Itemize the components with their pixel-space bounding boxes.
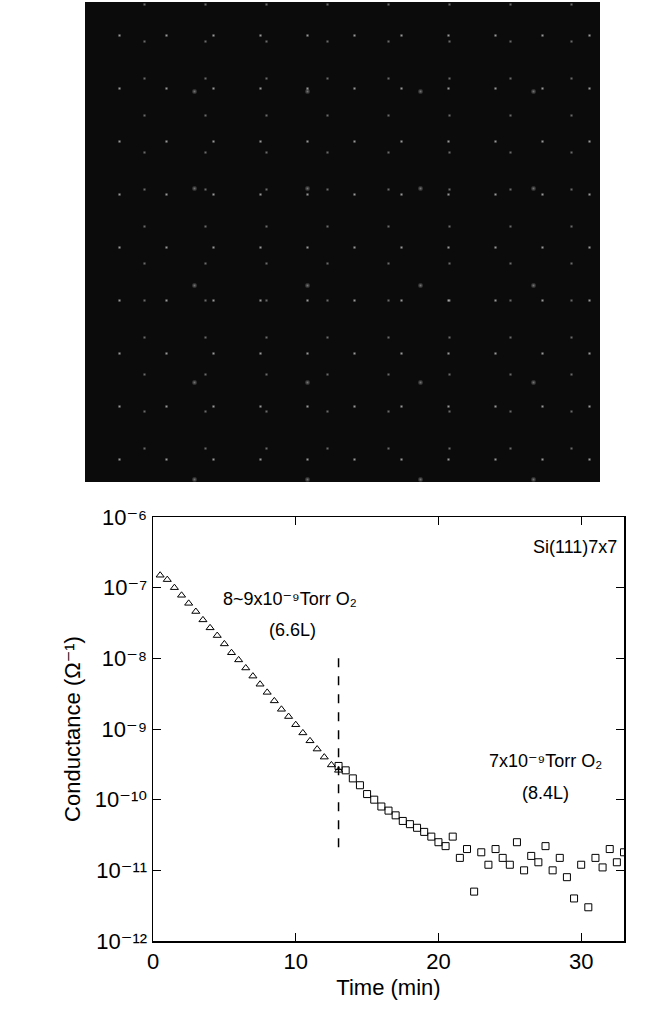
svg-text:7x10⁻⁹Torr O₂: 7x10⁻⁹Torr O₂ [489,751,602,771]
svg-text:(6.6L): (6.6L) [269,620,316,640]
svg-text:10: 10 [283,949,307,974]
svg-text:8~9x10⁻⁹Torr O₂: 8~9x10⁻⁹Torr O₂ [223,589,357,609]
svg-text:0: 0 [147,949,159,974]
svg-text:10⁻¹¹: 10⁻¹¹ [96,858,147,883]
svg-text:10⁻¹⁰: 10⁻¹⁰ [95,787,147,812]
svg-text:10⁻⁶: 10⁻⁶ [102,505,147,530]
svg-text:20: 20 [426,949,450,974]
svg-text:Time (min): Time (min) [336,975,440,1000]
svg-text:10⁻⁷: 10⁻⁷ [103,575,147,600]
svg-text:10⁻⁸: 10⁻⁸ [102,646,147,671]
svg-text:10⁻¹²: 10⁻¹² [96,929,147,954]
svg-text:10⁻⁹: 10⁻⁹ [102,717,148,742]
svg-text:30: 30 [569,949,593,974]
svg-text:Si(111)7x7: Si(111)7x7 [533,537,617,557]
svg-text:Conductance (Ω⁻¹): Conductance (Ω⁻¹) [60,636,85,822]
svg-text:(8.4L): (8.4L) [522,783,569,803]
